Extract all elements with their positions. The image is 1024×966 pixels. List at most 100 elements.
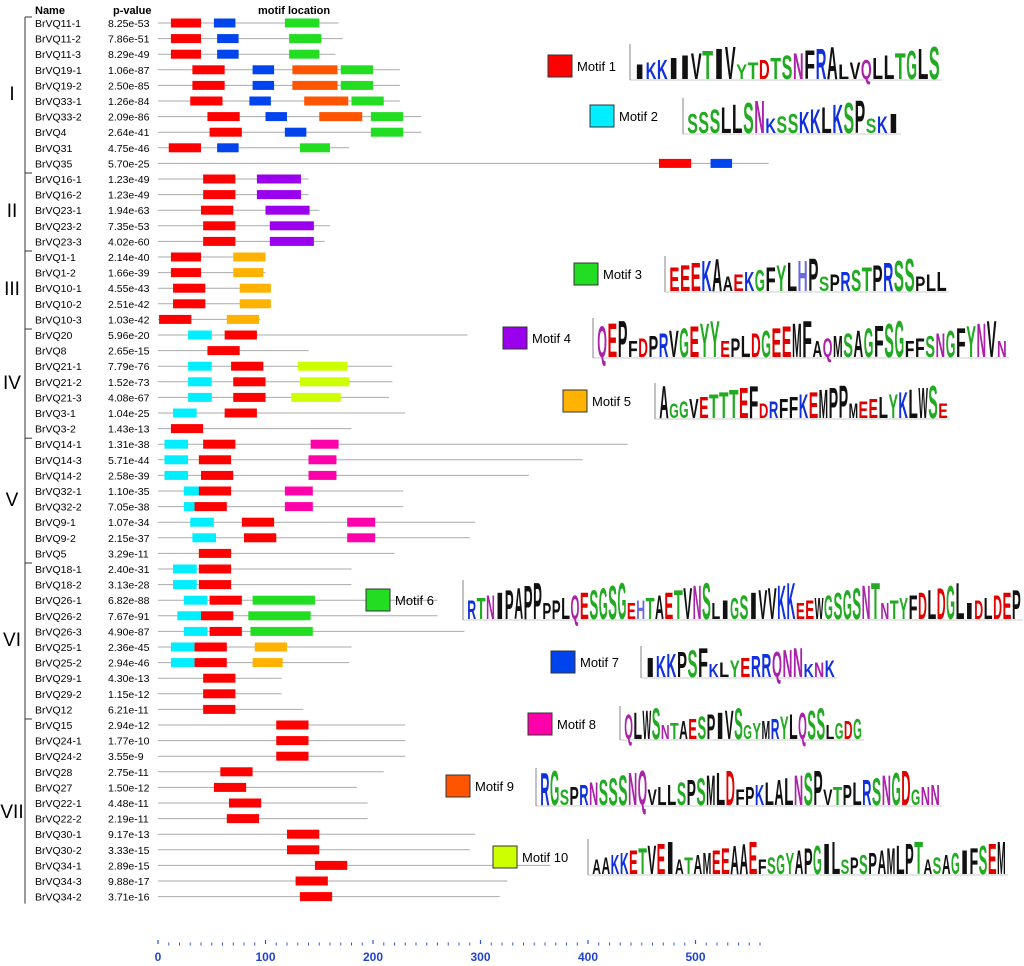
group-label: II: [7, 201, 18, 222]
motif-1-block: [203, 439, 236, 449]
motif-2-block: [183, 486, 208, 496]
gene-pvalue: 4.30e-13: [108, 673, 150, 685]
logo-letter: T: [638, 840, 647, 882]
gene-name: BrVQ35: [35, 158, 73, 170]
motif-1-block: [233, 392, 266, 402]
gene-name: BrVQ32-2: [35, 502, 82, 514]
gene-name: BrVQ14-3: [35, 455, 82, 467]
motif-7-block: [213, 18, 236, 28]
gene-row: BrVQ4 2.64e-41: [35, 127, 422, 139]
gene-pvalue: 3.29e-11: [108, 548, 149, 560]
logo-letter: L: [838, 61, 849, 84]
logo-letter: Y: [785, 846, 794, 881]
gene-row: BrVQ28 2.75e-11: [35, 767, 384, 779]
gene-row: BrVQ24-2 3.55e-9: [35, 751, 406, 763]
logo-letter: F: [956, 320, 966, 366]
group-label: VII: [0, 802, 23, 823]
logo-letter: L: [852, 776, 861, 812]
gene-name: BrVQ26-2: [35, 611, 82, 623]
logo-letter: N: [793, 45, 804, 87]
logo-letter: E: [809, 384, 819, 426]
logo-letter: E: [720, 336, 730, 362]
gene-row: BrVQ33-1 1.26e-84: [35, 96, 400, 108]
logo-letter: P: [850, 853, 859, 880]
header-pvalue: p-value: [113, 5, 152, 17]
motif-1-block: [192, 80, 225, 90]
logo-letter: E: [749, 832, 758, 884]
motif-1-block: [228, 798, 262, 808]
gene-pvalue: 2.15e-37: [108, 533, 150, 545]
logo-letter: K: [666, 647, 676, 684]
logo-letter: E: [733, 270, 743, 297]
logo-letter: P: [872, 257, 882, 299]
motif-2-block: [170, 642, 195, 652]
gene-row: BrVQ1-1 2.14e-40: [35, 252, 266, 264]
logo-letter: Q: [772, 645, 782, 685]
logo-letter: R: [816, 41, 827, 89]
motif-8-block: [284, 502, 313, 512]
logo-letter: G: [946, 576, 955, 630]
logo-letter: K: [810, 103, 821, 141]
motif-1-block: [209, 595, 242, 605]
logo-letter: L: [784, 771, 793, 814]
gene-pvalue: 1.10e-35: [108, 486, 150, 498]
logo-letter: R: [862, 773, 871, 813]
logo-letter: G: [891, 763, 900, 815]
group-label: I: [9, 84, 14, 105]
logo-letter: E: [739, 380, 749, 428]
motif-8-block: [310, 439, 339, 449]
gene-name: BrVQ23-1: [35, 205, 82, 217]
gene-row: BrVQ34-2 3.71e-16: [35, 892, 500, 904]
gene-row: BrVQ26-3 4.90e-87: [35, 626, 465, 638]
logo-letter: S: [777, 112, 788, 139]
logo-letter: I: [680, 49, 691, 87]
gene-row: BrVQ27 1.50e-12: [35, 782, 357, 794]
logo-letter: F: [735, 785, 744, 810]
logo-letter: T: [729, 381, 739, 427]
logo-letter: P: [868, 846, 877, 881]
logo-letter: V: [647, 837, 656, 883]
logo-letter: T: [890, 595, 899, 625]
logo-letter: I: [888, 108, 899, 139]
gene-name: BrVQ11-2: [35, 34, 81, 46]
logo-letter: E: [805, 595, 814, 625]
group-label: III: [4, 279, 20, 300]
logo-letter: D: [993, 589, 1002, 627]
logo-letter: T: [684, 853, 693, 880]
logo-letter: P: [843, 780, 852, 812]
gene-row: BrVQ16-2 1.23e-49: [35, 190, 309, 202]
motif-1-block: [170, 268, 201, 278]
motif-1-block: [198, 580, 232, 590]
logo-letter: P: [569, 783, 578, 811]
logo-letter: M: [762, 715, 771, 745]
logo-letter: S: [843, 327, 853, 365]
logo-letter: E: [1002, 585, 1011, 627]
logo-letter: A: [675, 856, 684, 879]
gene-row: BrVQ25-2 2.94e-46: [35, 658, 350, 670]
gene-name: BrVQ14-1: [35, 439, 82, 451]
logo-letter: A: [712, 249, 722, 301]
gene-name: BrVQ11-1: [35, 18, 81, 30]
logo-letter: K: [804, 660, 814, 681]
motif-swatch: [365, 588, 391, 612]
gene-name: BrVQ23-3: [35, 236, 82, 248]
gene-name: BrVQ25-1: [35, 642, 82, 654]
motif-4-block: [256, 174, 301, 184]
logo-letter: E: [580, 585, 589, 627]
logo-letter: I: [495, 585, 504, 627]
gene-pvalue: 3.71e-16: [108, 892, 150, 904]
motif-1-block: [198, 455, 232, 465]
logo-letter: G: [864, 320, 874, 366]
motif-3-block: [340, 80, 373, 90]
gene-name: BrVQ1-2: [35, 268, 76, 280]
logo-letter: S: [782, 49, 793, 87]
logo-letter: G: [911, 785, 920, 810]
motif-1-block: [203, 673, 236, 683]
gene-name: BrVQ20: [35, 330, 73, 342]
logo-letter: F: [802, 311, 812, 369]
gene-pvalue: 1.43e-13: [108, 424, 150, 436]
gene-row: BrVQ1-2 1.66e-39: [35, 268, 266, 280]
gene-name: BrVQ33-2: [35, 112, 82, 124]
motif-1-block: [173, 299, 206, 309]
